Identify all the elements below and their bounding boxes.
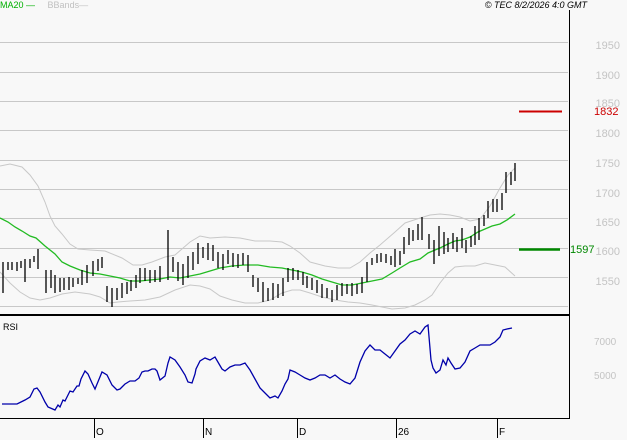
x-tick-label: D bbox=[299, 427, 307, 438]
copyright-timestamp: © TEC 8/2/2026 4:0 GMT bbox=[484, 0, 587, 10]
price-tick: 1750 bbox=[595, 158, 620, 170]
price-tick: 1850 bbox=[595, 98, 620, 110]
x-tick-label: F bbox=[499, 427, 506, 438]
x-tick-label: N bbox=[205, 427, 213, 438]
price-gridlines bbox=[0, 42, 568, 307]
resistance-level-label: 1832 bbox=[594, 106, 619, 118]
bb-lower-line bbox=[0, 262, 516, 310]
ma20-swatch-icon: — bbox=[23, 0, 36, 10]
price-tick: 1900 bbox=[595, 70, 620, 82]
price-tick: 1950 bbox=[595, 40, 620, 52]
price-tick: 1650 bbox=[595, 217, 620, 229]
legend-bbands: BBands bbox=[47, 0, 80, 10]
x-tick-label: 26 bbox=[398, 427, 410, 438]
price-tick: 1550 bbox=[595, 276, 620, 288]
price-tick: 1800 bbox=[595, 128, 620, 140]
legend-ma20: MA20 bbox=[0, 0, 24, 10]
rsi-line bbox=[2, 323, 513, 411]
price-tick: 1700 bbox=[595, 188, 620, 200]
x-ticks bbox=[94, 418, 498, 438]
bb-upper-line bbox=[0, 163, 516, 269]
rsi-panel-title: RSI bbox=[3, 322, 19, 332]
support-level-label: 1597 bbox=[570, 244, 595, 256]
rsi-tick: 7000 bbox=[594, 337, 617, 348]
ma20-line bbox=[0, 213, 516, 286]
rsi-tick: 5000 bbox=[594, 371, 617, 382]
bbands-swatch-icon: — bbox=[79, 0, 89, 10]
price-tick: 1600 bbox=[595, 246, 620, 258]
x-tick-label: O bbox=[96, 427, 104, 438]
ohlc-bars bbox=[2, 163, 516, 307]
chart-legend: MA20 — BBands— bbox=[0, 0, 88, 11]
